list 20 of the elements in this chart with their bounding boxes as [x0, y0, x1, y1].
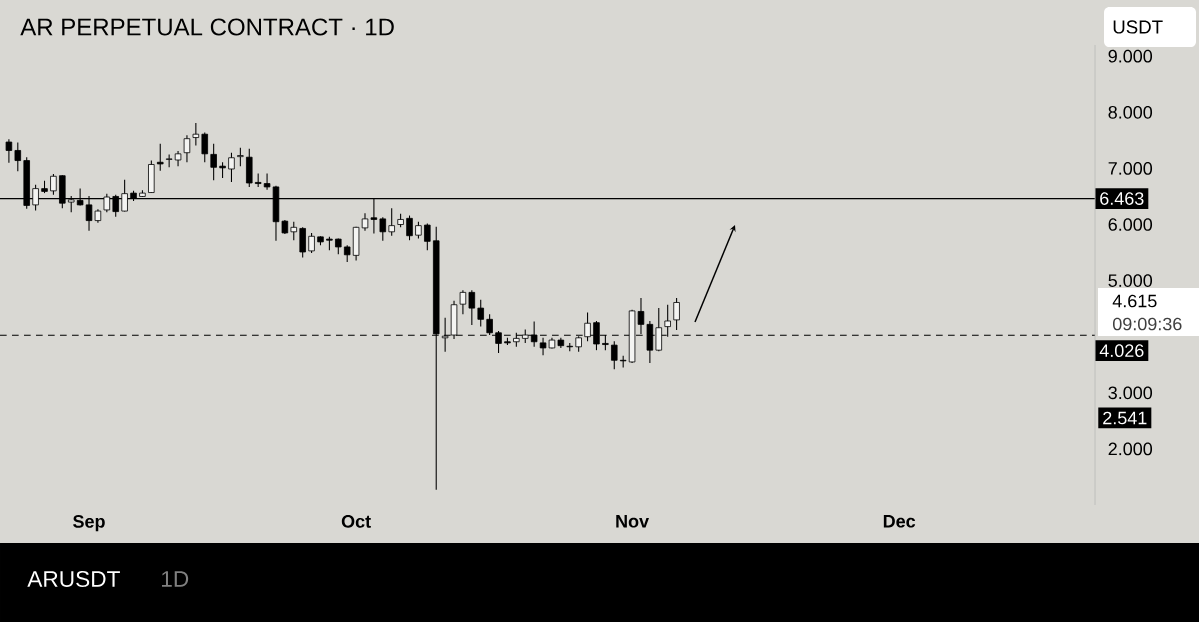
- text: 4.615: [1112, 294, 1157, 308]
- chart-title: AR PERPETUAL CONTRACT · 1D: [20, 18, 394, 36]
- y-tick-label: 3.000: [1108, 386, 1153, 400]
- x-tick-label: Nov: [616, 515, 649, 528]
- ref-line-label: 4.026: [1099, 344, 1144, 357]
- y-tick-label: 9.000: [1108, 49, 1153, 63]
- y-tick-label: 8.000: [1108, 105, 1153, 119]
- text: 09:09:36: [1112, 317, 1182, 331]
- y-tick-label: 6.000: [1108, 218, 1153, 231]
- text: USDT: [1113, 20, 1163, 34]
- x-tick-label: Dec: [883, 515, 916, 528]
- x-tick-label: Oct: [341, 515, 371, 528]
- text: 2.541: [1103, 411, 1147, 425]
- y-tick-label: 2.000: [1108, 442, 1153, 456]
- x-tick-label: Sep: [73, 515, 105, 532]
- text: ARUSDT: [27, 570, 120, 588]
- ref-line-label: 6.463: [1100, 192, 1144, 205]
- y-tick-label: 7.000: [1108, 162, 1153, 175]
- text: 1D: [162, 571, 189, 587]
- y-tick-label: 5.000: [1108, 274, 1153, 287]
